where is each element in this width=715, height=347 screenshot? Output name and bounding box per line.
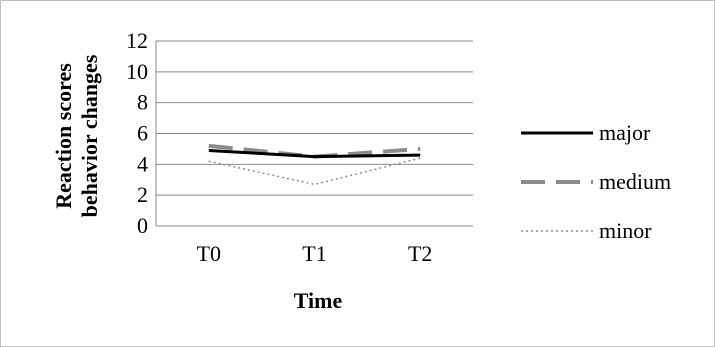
y-axis-label-line-1: Reaction scores xyxy=(51,63,76,209)
y-axis-label-line-2: behavior changes xyxy=(77,54,102,217)
y-tick-label: 10 xyxy=(126,59,148,84)
legend-label-minor: minor xyxy=(599,218,652,243)
series-line-minor xyxy=(208,157,421,186)
legend-label-major: major xyxy=(599,120,651,145)
series-lines xyxy=(208,143,421,186)
x-tick-label: T0 xyxy=(197,241,221,266)
y-tick-label: 4 xyxy=(137,151,148,176)
y-tick-label: 12 xyxy=(126,28,148,53)
legend: major medium minor xyxy=(521,120,671,243)
y-tick-label: 0 xyxy=(137,213,148,238)
y-tick-label: 2 xyxy=(137,182,148,207)
series-line-major xyxy=(208,148,421,159)
y-tick-label: 6 xyxy=(137,121,148,146)
x-tick-label: T1 xyxy=(302,241,326,266)
y-tick-label: 8 xyxy=(137,90,148,115)
x-axis-tick-labels: T0 T1 T2 xyxy=(197,241,433,266)
legend-label-medium: medium xyxy=(599,169,671,194)
gridlines xyxy=(155,40,473,227)
x-tick-label: T2 xyxy=(408,241,432,266)
y-axis-tick-labels: 0 2 4 6 8 10 12 xyxy=(126,28,148,238)
x-axis-label: Time xyxy=(294,288,343,313)
